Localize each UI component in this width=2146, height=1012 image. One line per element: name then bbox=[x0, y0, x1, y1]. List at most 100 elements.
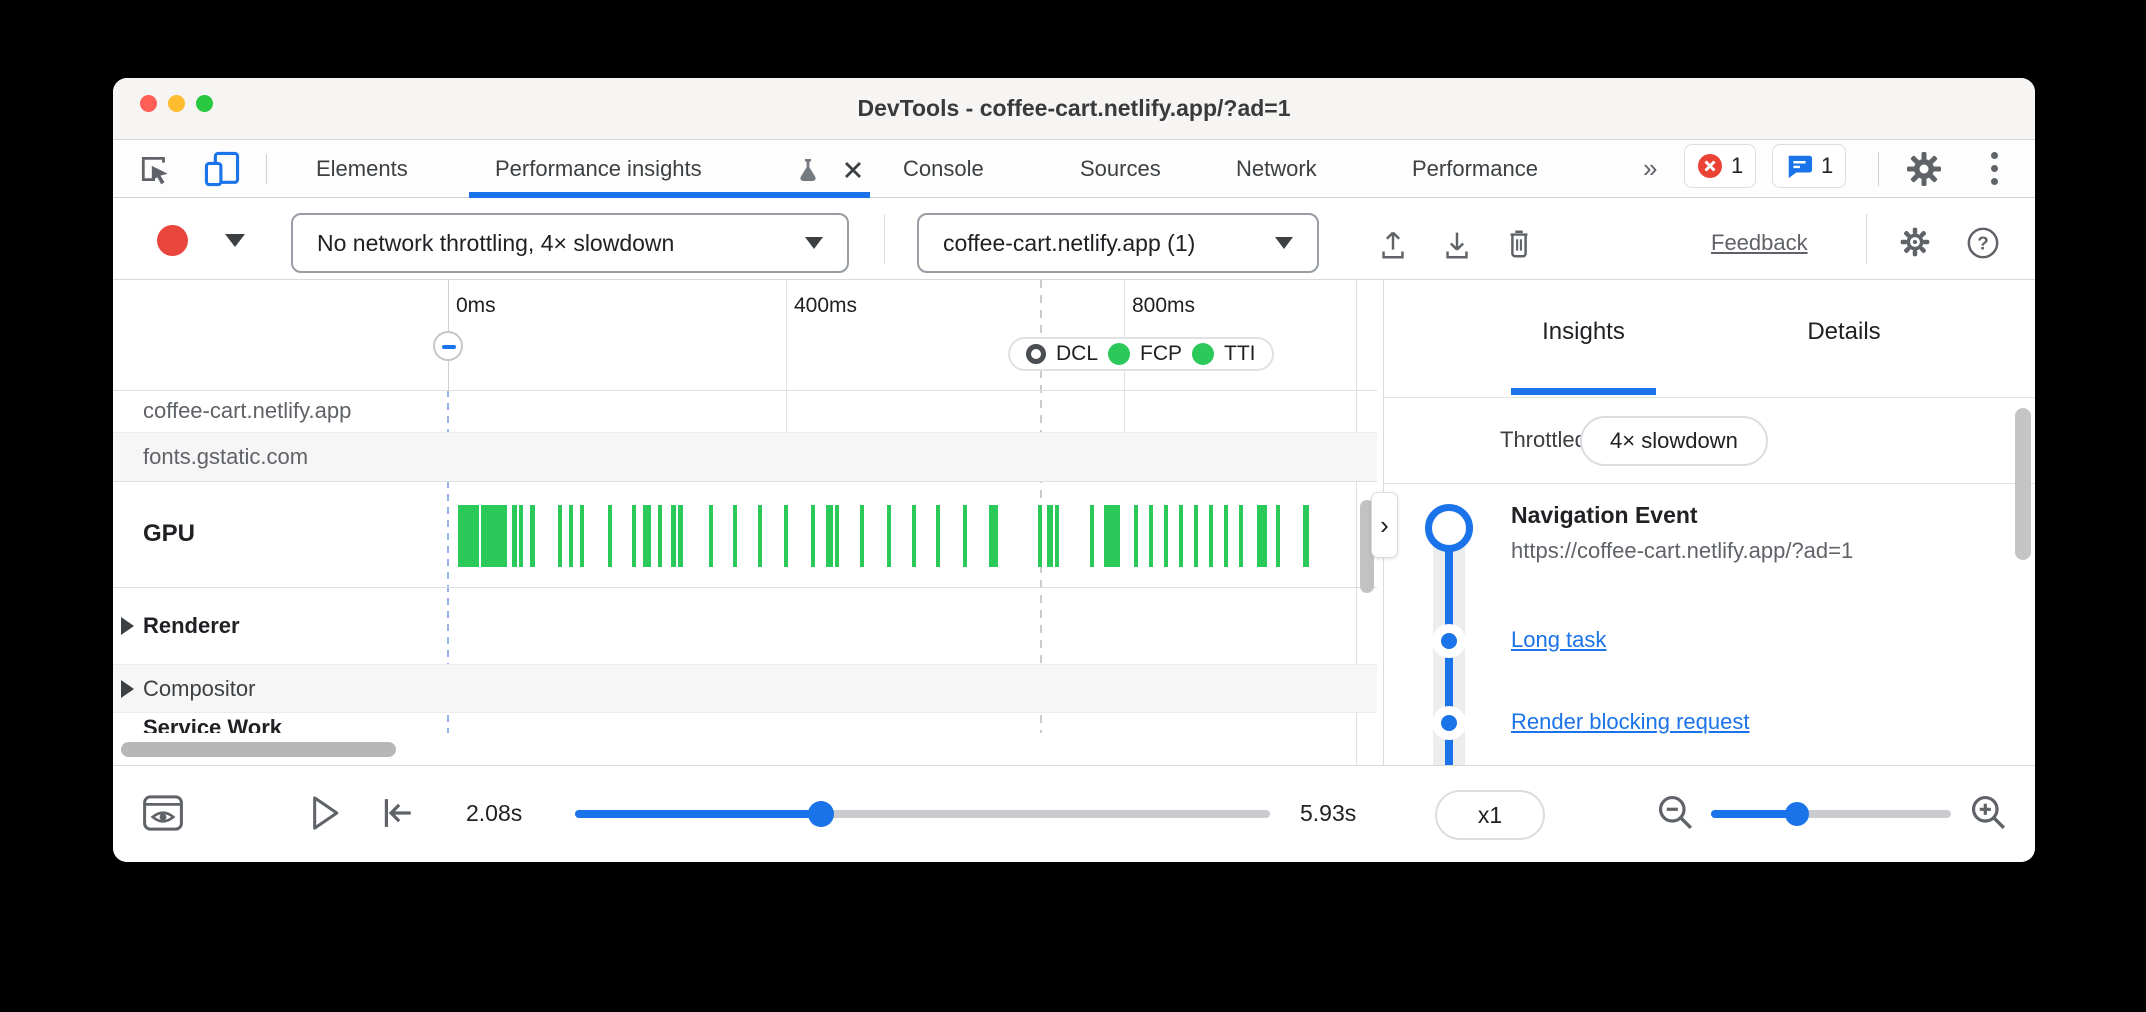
titlebar: DevTools - coffee-cart.netlify.app/?ad=1 bbox=[113, 78, 2035, 140]
gpu-activity-bar bbox=[519, 505, 523, 567]
main-area: 0ms 400ms 800ms DCL FCP TTI coffee-cart.… bbox=[113, 280, 2035, 765]
panel-scrollbar-thumb[interactable] bbox=[2015, 408, 2031, 560]
tab-performance[interactable]: Performance bbox=[1412, 156, 1538, 181]
close-window-button[interactable] bbox=[140, 95, 157, 112]
track-row-service-worker[interactable]: Service Work bbox=[113, 713, 1377, 733]
kebab-menu-icon[interactable] bbox=[1990, 152, 2000, 188]
track-row-fonts-gstatic[interactable]: fonts.gstatic.com bbox=[113, 433, 1377, 482]
gridline-800ms bbox=[1124, 280, 1125, 482]
playback-speed-button[interactable]: x1 bbox=[1435, 790, 1545, 840]
gpu-activity-bar bbox=[860, 505, 864, 567]
seek-slider-fill bbox=[575, 810, 821, 818]
tab-details[interactable]: Details bbox=[1807, 318, 1881, 345]
tab-performance-insights[interactable]: Performance insights bbox=[495, 156, 702, 181]
gpu-activity-bar bbox=[1303, 505, 1309, 567]
device-toolbar-icon[interactable] bbox=[202, 150, 242, 188]
track-row-compositor[interactable]: Compositor bbox=[113, 665, 1377, 713]
record-options-caret[interactable] bbox=[225, 234, 245, 247]
track-row-gpu[interactable]: GPU bbox=[113, 482, 1377, 588]
gpu-activity-bar bbox=[758, 505, 762, 567]
ruler-tick-800ms: 800ms bbox=[1132, 294, 1196, 317]
expand-triangle-icon[interactable] bbox=[121, 617, 134, 635]
throttled-value-pill: 4× slowdown bbox=[1580, 416, 1768, 466]
zoom-out-icon[interactable] bbox=[1655, 792, 1697, 834]
gpu-activity-bar bbox=[733, 505, 737, 567]
play-button[interactable] bbox=[305, 792, 343, 834]
experiment-flask-icon bbox=[800, 159, 816, 181]
settings-gear-icon[interactable] bbox=[1905, 150, 1943, 188]
message-count: 1 bbox=[1821, 153, 1834, 178]
tti-label: TTI bbox=[1224, 342, 1256, 365]
tab-network[interactable]: Network bbox=[1236, 156, 1317, 181]
navigation-event-marker[interactable] bbox=[1425, 504, 1473, 552]
preview-screenshot-icon[interactable] bbox=[140, 790, 186, 836]
tab-elements[interactable]: Elements bbox=[316, 156, 408, 181]
track-label: Service Work bbox=[143, 715, 283, 733]
gpu-activity-bar bbox=[1179, 505, 1183, 567]
ruler-tick-400ms: 400ms bbox=[794, 294, 858, 317]
delete-recording-icon[interactable] bbox=[1502, 227, 1536, 261]
tabbar-separator bbox=[266, 154, 267, 184]
timeline-seek-slider[interactable] bbox=[575, 801, 1270, 827]
help-icon[interactable]: ? bbox=[1966, 226, 2000, 260]
timeline-right-border bbox=[1356, 280, 1357, 765]
more-tabs-chevron[interactable]: » bbox=[1643, 153, 1658, 183]
tti-marker-icon bbox=[1192, 343, 1215, 365]
error-count: 1 bbox=[1731, 153, 1744, 178]
timeline-zoom-handle[interactable] bbox=[433, 331, 463, 361]
ruler-border bbox=[113, 390, 1377, 391]
gpu-activity-bar bbox=[1047, 505, 1053, 567]
inspect-element-icon[interactable] bbox=[138, 152, 172, 186]
zoom-slider[interactable] bbox=[1711, 802, 1951, 826]
seek-slider-thumb[interactable] bbox=[808, 801, 834, 827]
download-trace-icon[interactable] bbox=[1440, 227, 1474, 261]
page-select[interactable]: coffee-cart.netlify.app (1) bbox=[917, 213, 1319, 273]
horizontal-scrollbar-thumb[interactable] bbox=[121, 742, 396, 757]
track-label: Renderer bbox=[143, 613, 240, 638]
playhead-line bbox=[447, 390, 449, 733]
error-count-badge[interactable]: 1 bbox=[1684, 144, 1757, 188]
horizontal-scrollbar[interactable] bbox=[113, 742, 1377, 757]
gpu-activity-bar bbox=[1055, 505, 1059, 567]
panel-settings-gear-icon[interactable] bbox=[1898, 225, 1932, 259]
gpu-activity-bar bbox=[530, 505, 535, 567]
long-task-link[interactable]: Long task bbox=[1511, 627, 1607, 652]
gpu-activity-bar bbox=[1090, 505, 1094, 567]
record-button[interactable] bbox=[157, 225, 188, 256]
gpu-activity-bar bbox=[1276, 505, 1280, 567]
minimize-window-button[interactable] bbox=[168, 95, 185, 112]
long-task-marker[interactable] bbox=[1432, 624, 1466, 658]
expand-panel-button[interactable]: › bbox=[1371, 492, 1398, 558]
timeline-scrollbar-thumb[interactable] bbox=[1360, 500, 1374, 593]
ruler-tick-0ms: 0ms bbox=[456, 294, 496, 317]
upload-trace-icon[interactable] bbox=[1376, 227, 1410, 261]
message-icon bbox=[1788, 155, 1813, 179]
skip-to-start-button[interactable] bbox=[376, 792, 420, 834]
maximize-window-button[interactable] bbox=[196, 95, 213, 112]
gpu-activity-bar bbox=[1194, 505, 1198, 567]
gpu-activity-bar bbox=[989, 505, 998, 567]
toolbar-separator bbox=[884, 214, 885, 264]
close-tab-icon[interactable] bbox=[841, 158, 865, 182]
render-blocking-request-link[interactable]: Render blocking request bbox=[1511, 709, 1750, 734]
zoom-in-icon[interactable] bbox=[1968, 792, 2010, 834]
toolbar-separator-2 bbox=[1866, 214, 1867, 264]
tab-console[interactable]: Console bbox=[903, 156, 984, 181]
tab-insights[interactable]: Insights bbox=[1542, 318, 1625, 345]
track-row-renderer[interactable]: Renderer bbox=[113, 588, 1377, 665]
message-count-badge[interactable]: 1 bbox=[1772, 144, 1847, 188]
feedback-link[interactable]: Feedback bbox=[1711, 230, 1808, 255]
expand-triangle-icon[interactable] bbox=[121, 680, 134, 698]
track-row-coffee-cart[interactable]: coffee-cart.netlify.app bbox=[113, 390, 1377, 433]
gpu-activity-bar bbox=[632, 505, 636, 567]
gpu-activity-bar bbox=[671, 505, 676, 567]
network-throttle-select[interactable]: No network throttling, 4× slowdown bbox=[291, 213, 849, 273]
devtools-tabbar: Elements Performance insights Console So… bbox=[113, 140, 2035, 198]
zoom-slider-thumb[interactable] bbox=[1785, 802, 1809, 826]
current-time-label: 2.08s bbox=[466, 800, 523, 826]
fcp-marker-icon bbox=[1108, 343, 1131, 365]
gpu-activity-bar bbox=[1239, 505, 1243, 567]
render-blocking-marker[interactable] bbox=[1432, 706, 1466, 740]
tab-sources[interactable]: Sources bbox=[1080, 156, 1161, 181]
web-vitals-legend[interactable]: DCL FCP TTI bbox=[1008, 337, 1274, 371]
